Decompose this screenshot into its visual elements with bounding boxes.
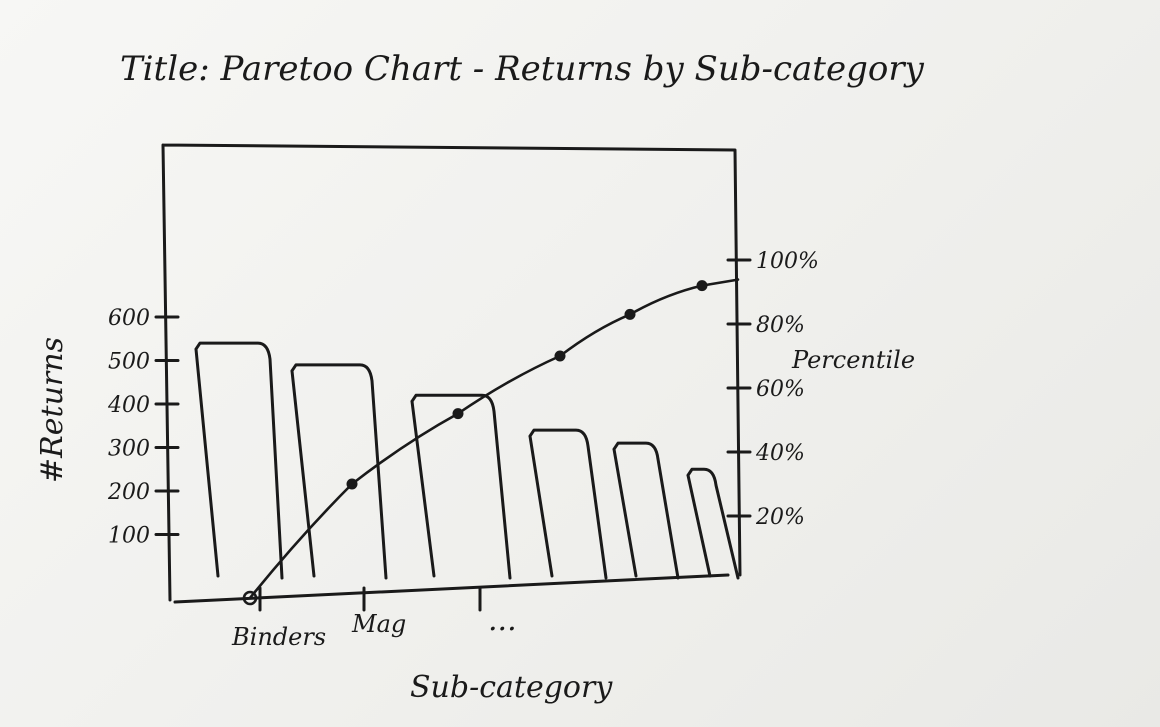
bar <box>290 363 388 580</box>
y2-tick-label: 20% <box>755 505 805 530</box>
x-tick-label: Mag <box>351 610 406 638</box>
bars-group <box>194 341 740 580</box>
y2-axis-label: Percentile <box>791 346 915 374</box>
y-axis-label: #Returns <box>35 337 70 483</box>
line-point <box>696 280 708 292</box>
line-point <box>346 478 358 490</box>
cumulative-line-group <box>242 278 740 606</box>
bar <box>686 467 740 580</box>
x-axis-ticks: Binders Mag <box>231 586 482 651</box>
y2-tick-label: 80% <box>756 313 805 338</box>
y2-tick-label: 60% <box>756 377 805 402</box>
y-tick-label: 500 <box>108 350 150 375</box>
x-tick-label: Binders <box>231 623 326 651</box>
right-axis-ticks: 20% 40% 60% 80% 100% <box>726 249 819 530</box>
y-tick-label: 300 <box>108 437 150 462</box>
line-point <box>554 350 566 362</box>
left-axis-ticks: 100 200 300 400 500 600 <box>107 306 180 549</box>
y-tick-label: 100 <box>108 524 150 549</box>
bar <box>528 428 608 580</box>
x-axis-label: Sub-category <box>410 670 613 705</box>
line-point <box>242 590 258 606</box>
x-axis-ellipsis: ... <box>488 603 517 638</box>
y2-tick-label: 100% <box>756 249 819 274</box>
y-tick-label: 200 <box>107 480 150 505</box>
bar <box>410 393 512 580</box>
cumulative-line <box>248 278 740 600</box>
line-point <box>452 408 464 420</box>
line-point <box>624 308 636 320</box>
y-tick-label: 600 <box>108 306 150 331</box>
plot-frame <box>161 143 742 604</box>
chart-title: Title: Paretoo Chart - Returns by Sub-ca… <box>120 49 925 89</box>
bar <box>194 341 284 580</box>
y2-tick-label: 40% <box>755 441 805 466</box>
bar <box>612 441 680 580</box>
y-tick-label: 400 <box>107 393 150 418</box>
